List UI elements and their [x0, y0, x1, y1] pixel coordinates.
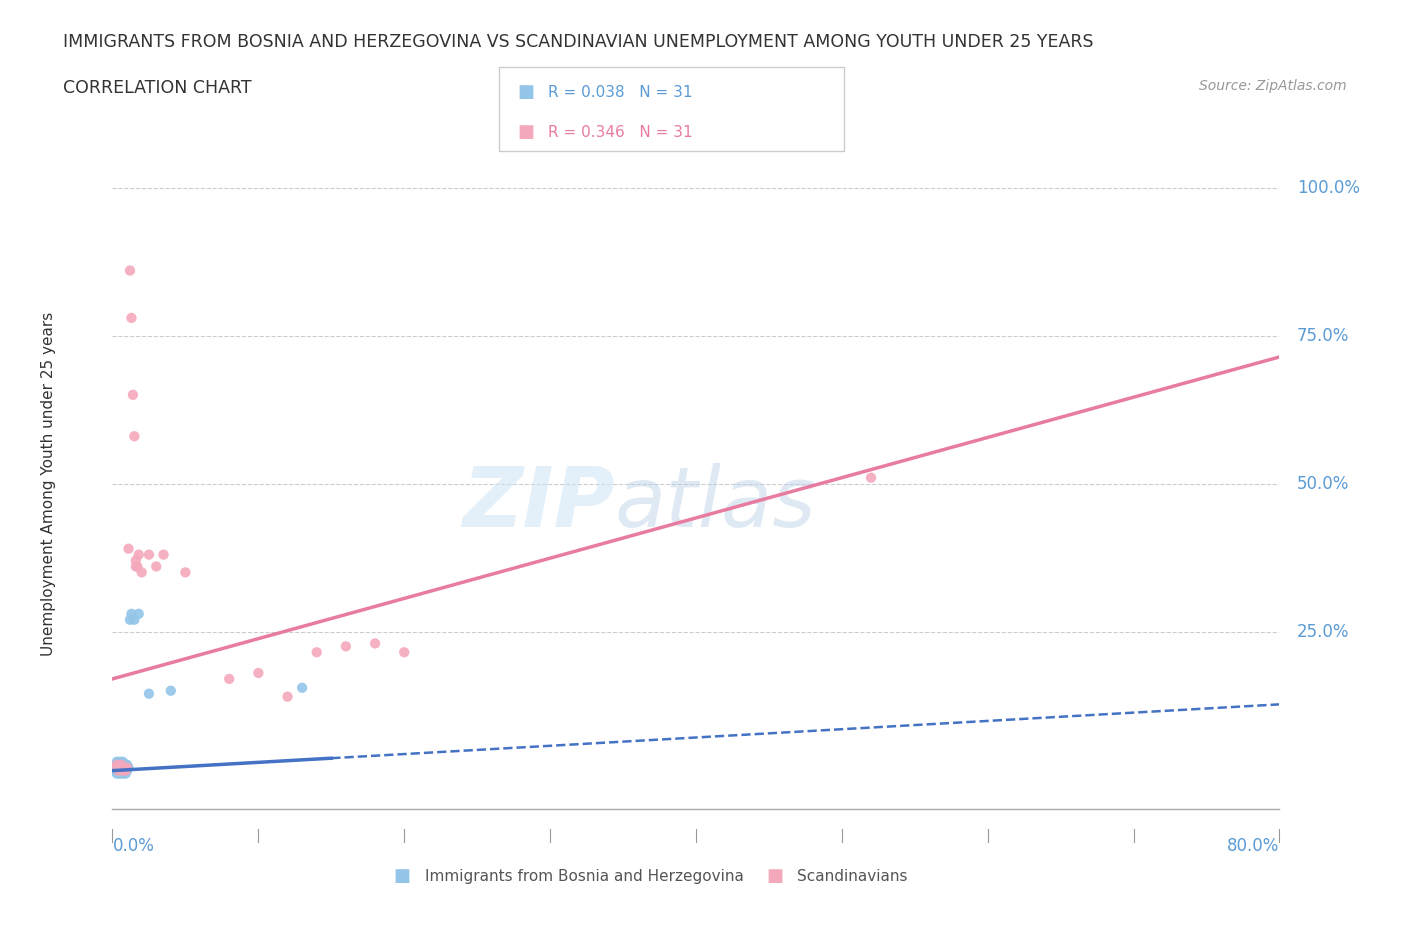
Text: Immigrants from Bosnia and Herzegovina: Immigrants from Bosnia and Herzegovina [425, 869, 744, 883]
Text: R = 0.346   N = 31: R = 0.346 N = 31 [548, 125, 693, 140]
Point [138, 686, 160, 701]
Text: R = 0.038   N = 31: R = 0.038 N = 31 [548, 85, 693, 100]
Point [152, 547, 174, 562]
Text: ■: ■ [517, 83, 534, 101]
Point [114, 766, 136, 781]
Text: ■: ■ [394, 867, 411, 885]
Text: 25.0%: 25.0% [1296, 622, 1350, 641]
Point [124, 612, 146, 627]
Point [105, 766, 128, 781]
Point [131, 565, 153, 579]
Point [115, 760, 138, 775]
Point [859, 471, 883, 485]
Text: CORRELATION CHART: CORRELATION CHART [63, 79, 252, 97]
Point [128, 547, 150, 562]
Text: ■: ■ [517, 123, 534, 141]
Point [111, 754, 134, 769]
Text: 50.0%: 50.0% [1296, 474, 1350, 493]
Text: ZIP: ZIP [461, 462, 614, 544]
Text: 100.0%: 100.0% [1296, 179, 1360, 196]
Point [110, 764, 132, 778]
Point [291, 681, 314, 696]
Point [160, 684, 183, 698]
Text: IMMIGRANTS FROM BOSNIA AND HERZEGOVINA VS SCANDINAVIAN UNEMPLOYMENT AMONG YOUTH : IMMIGRANTS FROM BOSNIA AND HERZEGOVINA V… [63, 33, 1094, 50]
Point [174, 565, 197, 579]
Point [108, 760, 131, 775]
Point [108, 760, 131, 775]
Point [104, 757, 127, 772]
Point [108, 754, 131, 769]
Point [115, 764, 138, 778]
Point [105, 754, 128, 769]
Point [114, 760, 136, 775]
Point [111, 760, 134, 775]
Point [124, 429, 146, 444]
Point [335, 639, 357, 654]
Point [103, 760, 125, 775]
Text: Source: ZipAtlas.com: Source: ZipAtlas.com [1199, 79, 1347, 93]
Point [392, 644, 416, 659]
Point [114, 764, 136, 778]
Point [104, 764, 127, 778]
Point [117, 760, 139, 775]
Text: 80.0%: 80.0% [1227, 837, 1279, 855]
Text: 75.0%: 75.0% [1296, 326, 1350, 345]
Point [108, 766, 131, 781]
Point [118, 612, 141, 627]
Point [218, 671, 240, 686]
Point [110, 757, 132, 772]
Point [128, 606, 150, 621]
Point [111, 764, 134, 778]
Point [107, 764, 129, 778]
Point [112, 757, 135, 772]
Point [145, 559, 167, 574]
Text: Scandinavians: Scandinavians [797, 869, 908, 883]
Point [107, 757, 129, 772]
Point [105, 760, 128, 775]
Point [138, 547, 160, 562]
Point [364, 636, 387, 651]
Point [112, 764, 135, 778]
Point [115, 757, 138, 772]
Text: ■: ■ [766, 867, 783, 885]
Point [107, 764, 129, 778]
Point [276, 689, 298, 704]
Point [110, 757, 132, 772]
Point [105, 757, 128, 772]
Point [104, 760, 127, 775]
Text: 0.0%: 0.0% [112, 837, 155, 855]
Point [127, 559, 149, 574]
Point [112, 760, 135, 775]
Point [117, 541, 139, 556]
Point [111, 766, 134, 781]
Point [120, 606, 142, 621]
Point [247, 666, 270, 681]
Point [125, 559, 148, 574]
Text: atlas: atlas [614, 462, 815, 544]
Point [125, 553, 148, 568]
Point [110, 760, 132, 775]
Point [122, 388, 145, 403]
Text: Unemployment Among Youth under 25 years: Unemployment Among Youth under 25 years [41, 312, 56, 656]
Point [305, 644, 328, 659]
Point [118, 263, 141, 278]
Point [120, 311, 142, 325]
